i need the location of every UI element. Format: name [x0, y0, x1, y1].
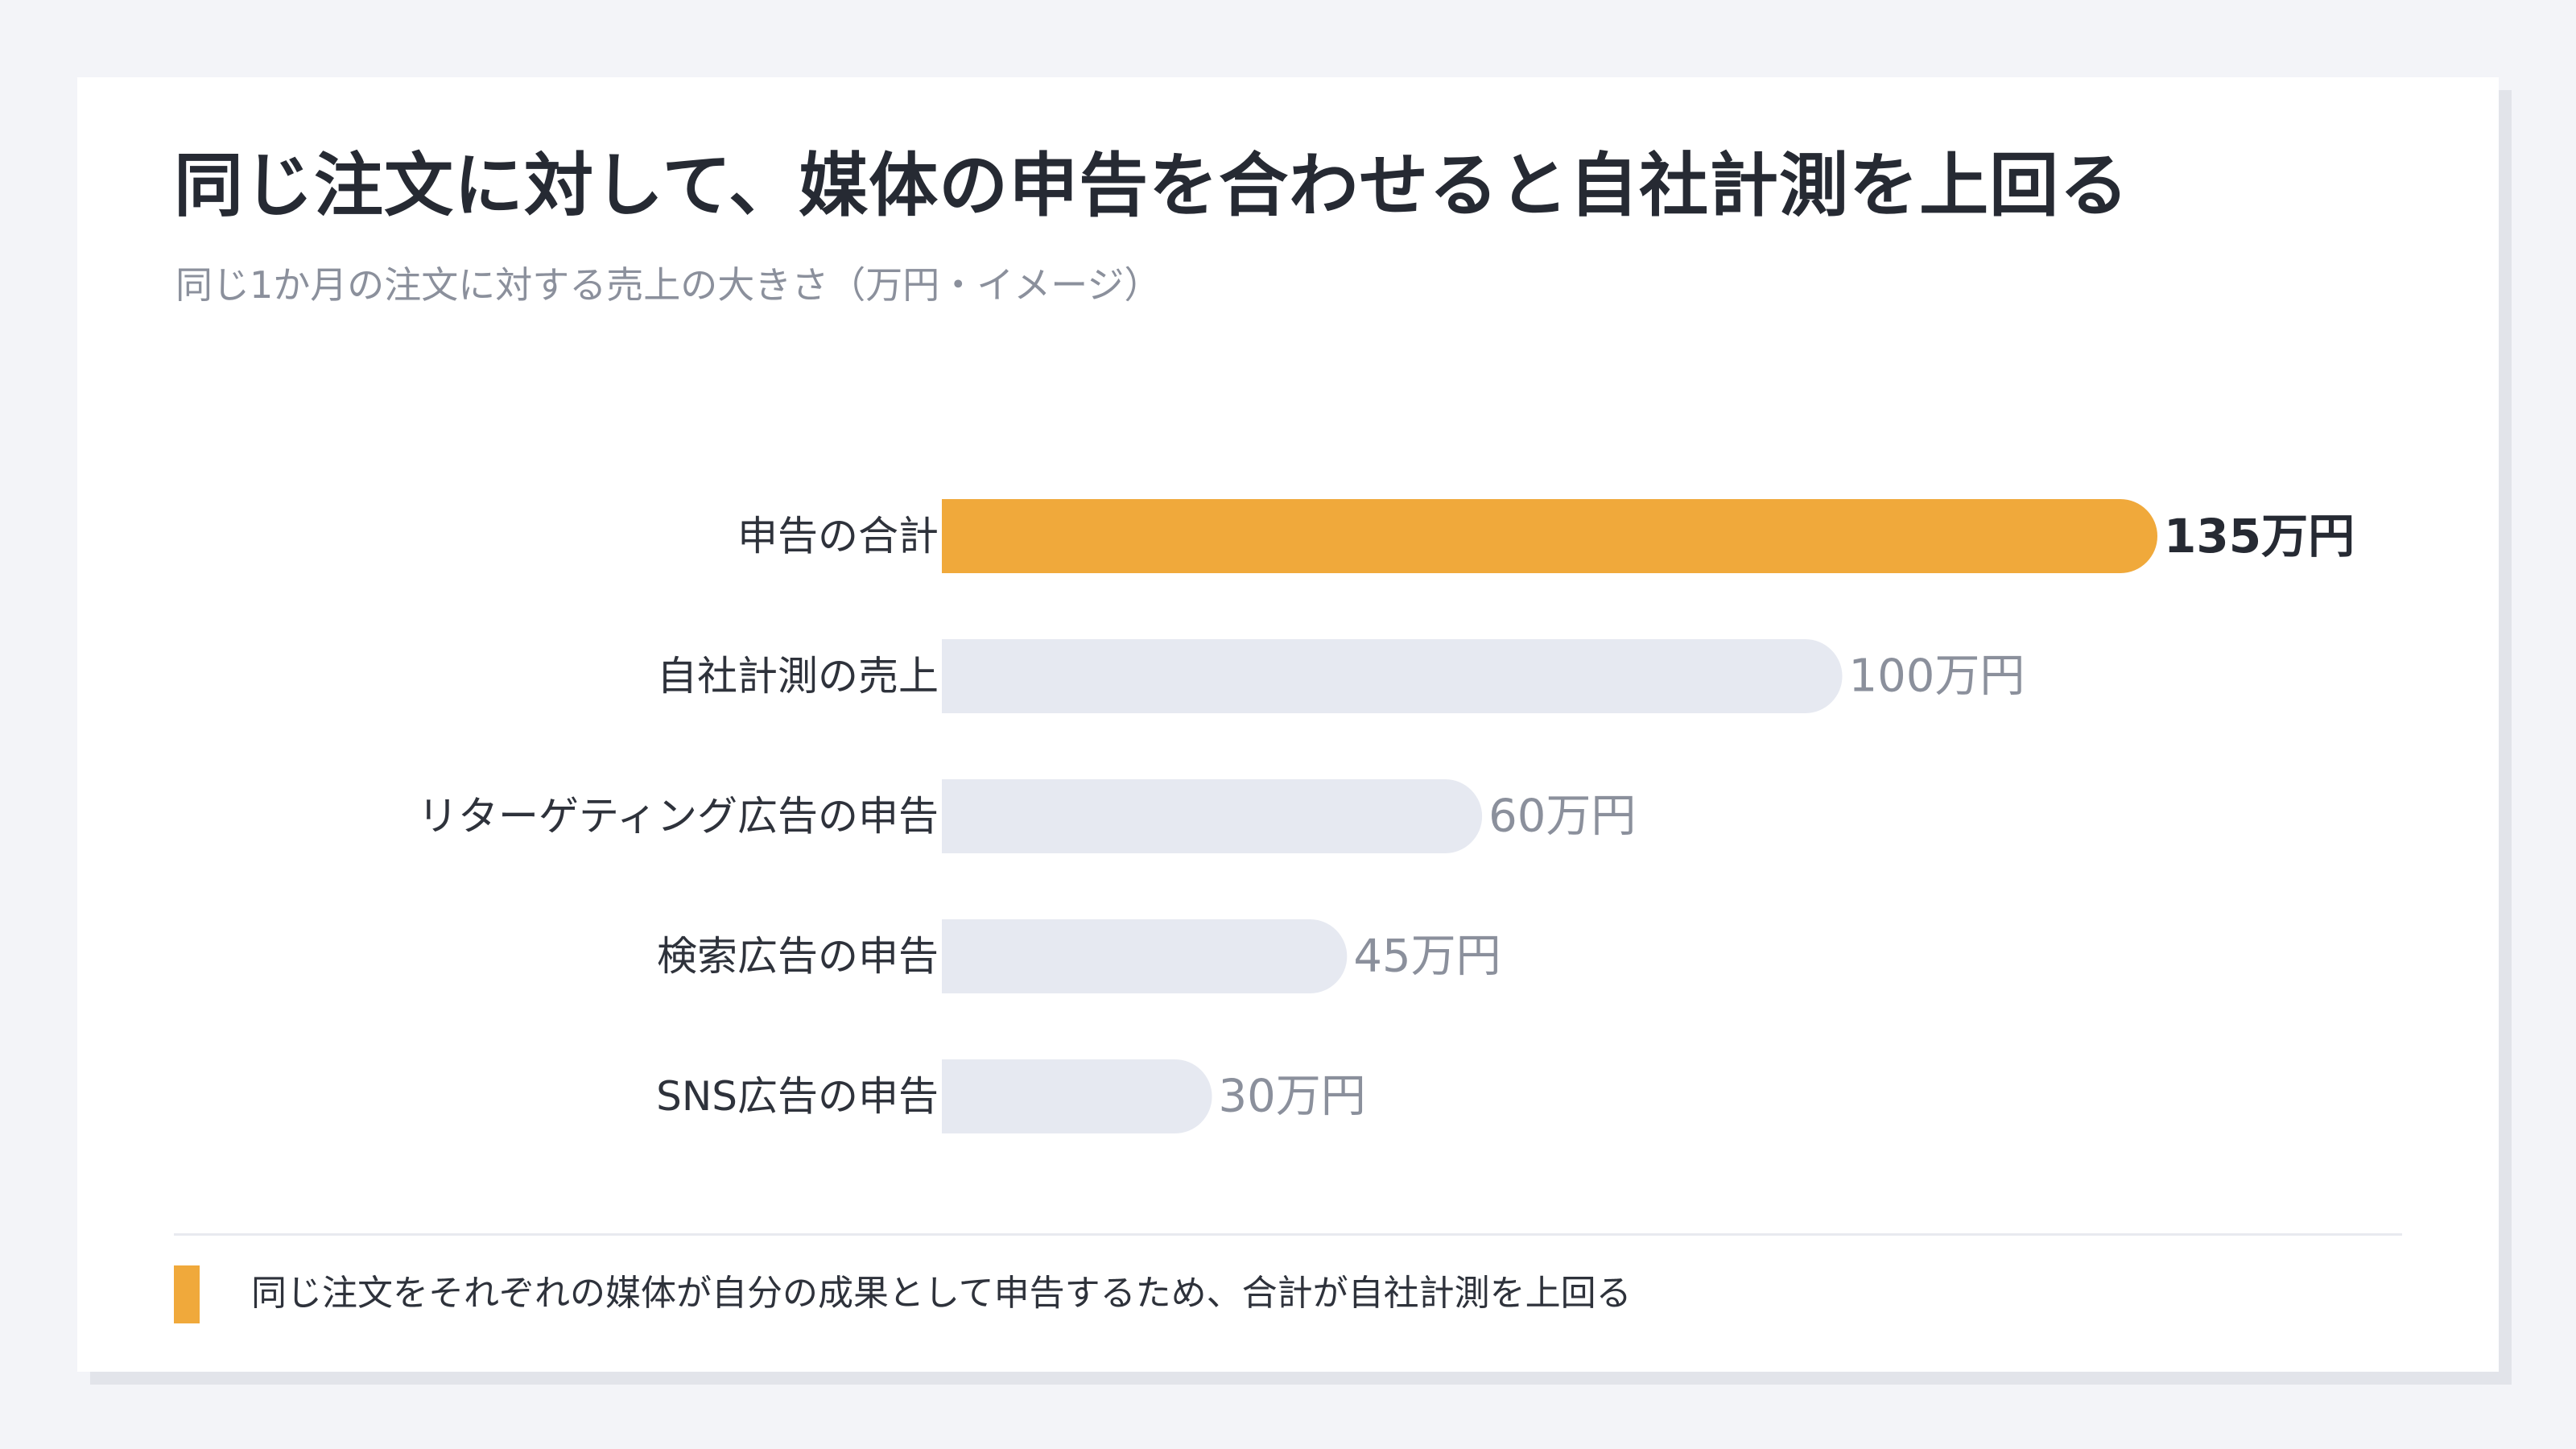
value-label-3: 45万円 [1353, 931, 1501, 983]
value-label-0: 135万円 [2164, 509, 2355, 564]
chart-card: 同じ注文に対して、媒体の申告を合わせると自社計測を上回る 同じ1か月の注文に対す… [77, 77, 2499, 1372]
category-label-1: 自社計測の売上 [657, 653, 939, 700]
bar-4 [942, 1059, 1212, 1133]
bar-1 [942, 639, 1843, 713]
value-label-1: 100万円 [1849, 650, 2025, 703]
value-label-2: 60万円 [1488, 791, 1636, 843]
value-label-4: 30万円 [1219, 1071, 1366, 1123]
bar-0 [942, 499, 2157, 573]
bar-3 [942, 919, 1348, 993]
footer-note: 同じ注文をそれぞれの媒体が自分の成果として申告するため、合計が自社計測を上回る [251, 1273, 1632, 1314]
category-label-2: リターゲティング広告の申告 [418, 793, 939, 840]
note-marker [174, 1265, 200, 1323]
chart-subtitle: 同じ1か月の注文に対する売上の大きさ（万円・イメージ） [175, 263, 1162, 307]
category-label-4: SNS広告の申告 [656, 1073, 939, 1120]
bar-2 [942, 779, 1483, 853]
category-label-3: 検索広告の申告 [657, 933, 939, 980]
page-title: 同じ注文に対して、媒体の申告を合わせると自社計測を上回る [174, 146, 2130, 226]
category-label-0: 申告の合計 [737, 513, 939, 559]
footer-divider [174, 1233, 2402, 1236]
